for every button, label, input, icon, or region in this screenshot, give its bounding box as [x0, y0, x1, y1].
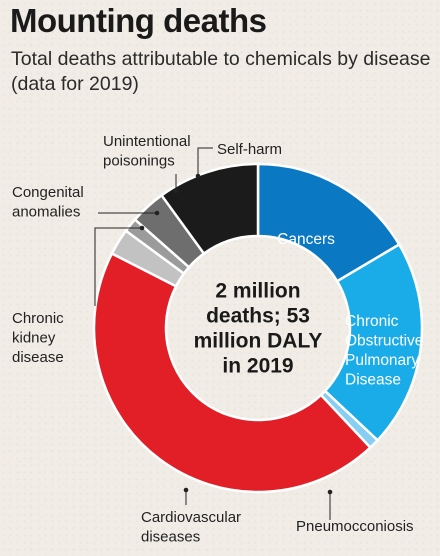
leader-chronic-kidney-disease — [94, 227, 142, 306]
label-chronic-kidney-disease: Chronic kidney disease — [12, 310, 64, 366]
label-pneumocconiosis: Pneumocconiosis — [296, 518, 414, 535]
leader-self-harm — [197, 147, 213, 176]
leader-dot-chronic-kidney-disease — [139, 225, 145, 231]
slice-chronic-obstructive-pulmonary-disease — [323, 242, 424, 443]
label-cancers: Cancers — [277, 231, 335, 248]
center-label: 2 million deaths; 53 million DALY in 2019 — [194, 280, 323, 378]
leader-dot-congenital-anomalies — [154, 210, 160, 216]
label-cardiovascular-diseases: Cardiovascular diseases — [141, 509, 241, 546]
label-chronic-obstructive-pulmonary-disease: Chronic Obstructive Pulmonary Disease — [345, 313, 423, 389]
leader-dot-unintentional-poisonings — [173, 188, 179, 194]
slice-cardiovascular-diseases — [92, 251, 373, 494]
donut-slices — [92, 162, 424, 494]
leader-dot-cardiovascular-diseases — [183, 487, 189, 493]
leader-lines — [94, 147, 333, 520]
leader-dot-self-harm — [195, 173, 201, 179]
label-congenital-anomalies: Congenital anomalies — [12, 184, 84, 221]
page-title: Mounting deaths — [10, 2, 267, 39]
label-self-harm: Self-harm — [217, 141, 282, 158]
slice-labels: Cancers Chronic Obstructive Pulmonary Diseas… — [12, 133, 423, 546]
slice-self-harm — [159, 162, 260, 256]
leader-dot-pneumocconiosis — [327, 489, 333, 495]
label-unintentional-poisonings: Unintentional poisonings — [103, 133, 191, 170]
page-subtitle: Total deaths attributable to chemicals b… — [11, 48, 431, 95]
